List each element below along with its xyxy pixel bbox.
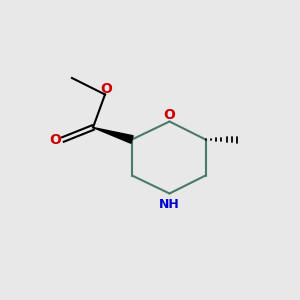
Polygon shape [93,128,133,143]
Text: O: O [50,133,61,146]
Text: NH: NH [159,198,180,212]
Text: O: O [100,82,112,96]
Text: O: O [164,108,175,122]
